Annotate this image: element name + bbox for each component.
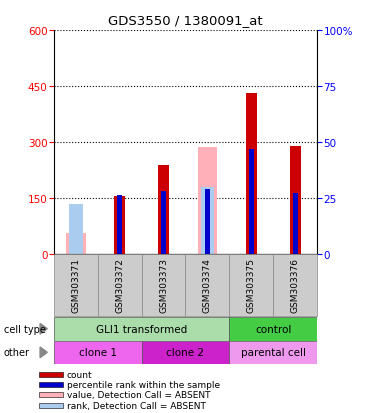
Bar <box>158 166 169 254</box>
Text: GSM303376: GSM303376 <box>291 257 300 312</box>
Bar <box>54 254 98 316</box>
Bar <box>198 148 217 254</box>
Bar <box>98 254 142 316</box>
Text: cell type: cell type <box>4 324 46 334</box>
Bar <box>205 189 210 254</box>
Bar <box>69 205 83 254</box>
Text: clone 2: clone 2 <box>167 347 204 358</box>
Text: percentile rank within the sample: percentile rank within the sample <box>67 380 220 389</box>
Bar <box>201 187 214 254</box>
Text: GSM303372: GSM303372 <box>115 257 124 312</box>
Text: count: count <box>67 370 92 380</box>
Text: rank, Detection Call = ABSENT: rank, Detection Call = ABSENT <box>67 401 206 410</box>
Bar <box>54 341 142 364</box>
Text: GDS3550 / 1380091_at: GDS3550 / 1380091_at <box>108 14 263 27</box>
Text: other: other <box>4 347 30 358</box>
Text: GSM303371: GSM303371 <box>71 257 80 312</box>
Text: clone 1: clone 1 <box>79 347 117 358</box>
Bar <box>249 149 254 254</box>
Text: GSM303374: GSM303374 <box>203 257 212 312</box>
Bar <box>229 341 317 364</box>
Bar <box>114 196 125 254</box>
Bar <box>39 403 63 408</box>
Text: GSM303375: GSM303375 <box>247 257 256 312</box>
Polygon shape <box>40 324 47 335</box>
Bar <box>39 373 63 377</box>
Polygon shape <box>40 347 47 358</box>
Bar <box>229 254 273 316</box>
Bar <box>186 254 229 316</box>
Bar <box>246 94 257 254</box>
Text: control: control <box>255 324 292 334</box>
Bar <box>293 194 298 254</box>
Bar <box>66 234 86 254</box>
Text: value, Detection Call = ABSENT: value, Detection Call = ABSENT <box>67 390 210 399</box>
Bar <box>54 317 229 341</box>
Bar <box>229 317 317 341</box>
Bar <box>39 382 63 387</box>
Bar <box>142 341 229 364</box>
Bar <box>39 392 63 397</box>
Bar <box>273 254 317 316</box>
Bar <box>290 146 301 254</box>
Bar <box>161 192 166 254</box>
Bar <box>117 196 122 254</box>
Bar <box>142 254 186 316</box>
Text: GSM303373: GSM303373 <box>159 257 168 312</box>
Text: GLI1 transformed: GLI1 transformed <box>96 324 187 334</box>
Text: parental cell: parental cell <box>241 347 306 358</box>
